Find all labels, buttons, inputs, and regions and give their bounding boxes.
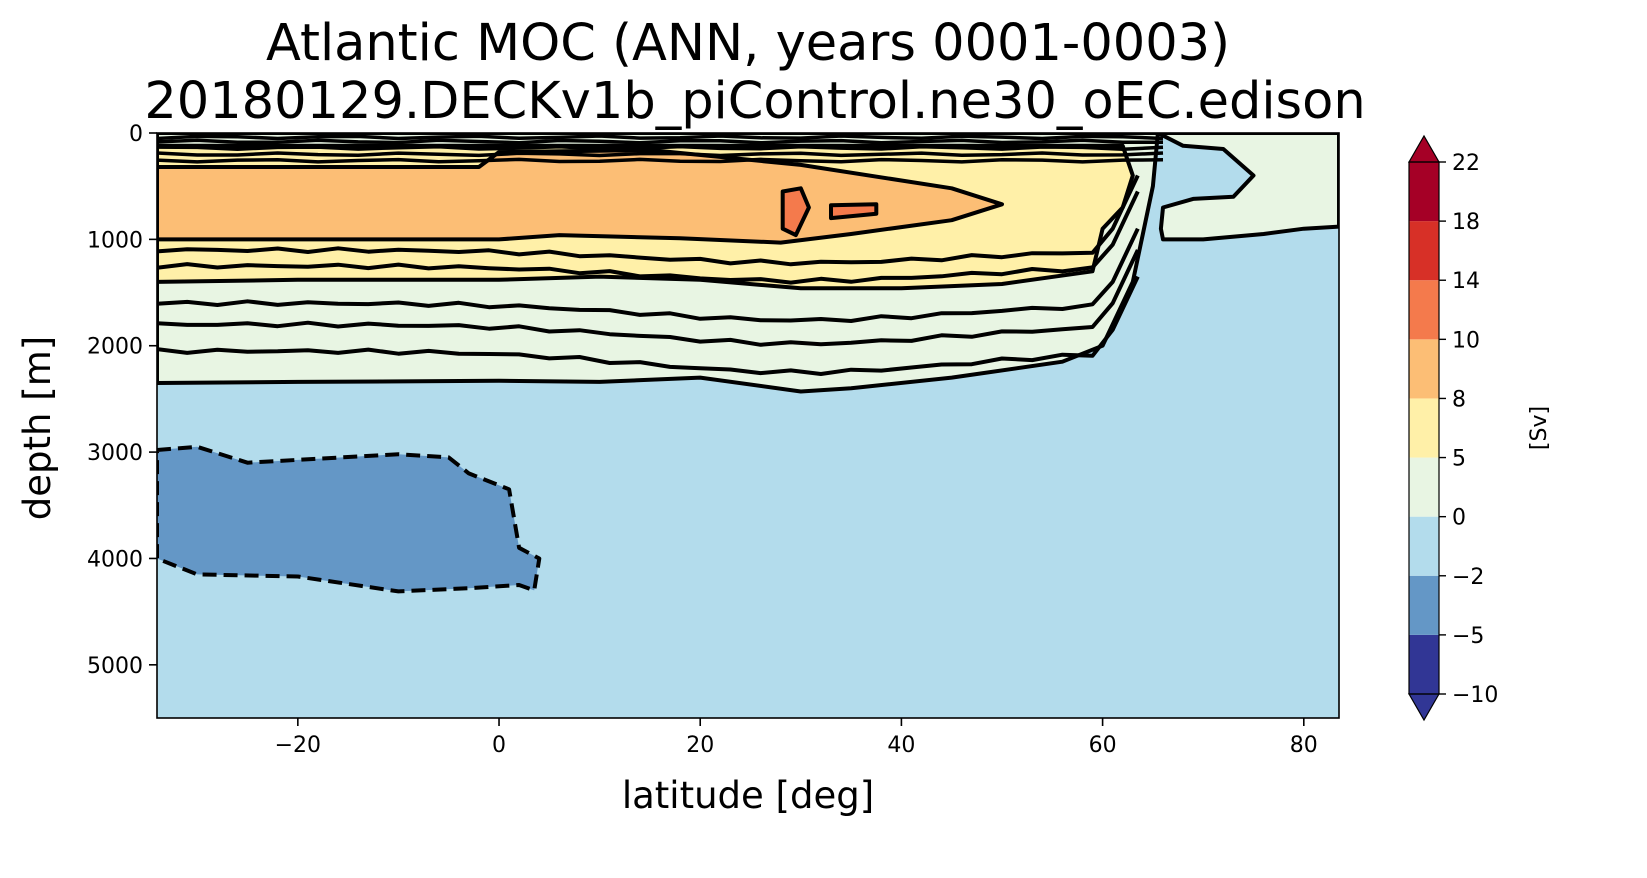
colorbar-segment xyxy=(1409,634,1439,694)
contour-line-positive-cell-5-8 xyxy=(157,143,1135,291)
x-tick-label: −20 xyxy=(275,733,321,758)
colorbar-label: [Sv] xyxy=(1527,406,1552,450)
chart-title: Atlantic MOC (ANN, years 0001-0003) xyxy=(266,14,1230,73)
y-tick-label: 1000 xyxy=(87,228,143,253)
colorbar-tick-label: 5 xyxy=(1452,447,1466,472)
streamline-2 xyxy=(157,190,1140,285)
colorbar: −10 −5 −2 0 5 8 10 14 18 22 xyxy=(1407,134,1498,722)
y-tick-label: 0 xyxy=(129,122,143,147)
plot-frame xyxy=(156,132,1340,719)
y-tick-label: 5000 xyxy=(87,654,143,679)
surface-contour-5 xyxy=(157,157,1164,164)
colorbar-segment xyxy=(1409,398,1439,458)
x-tick-label: 20 xyxy=(686,733,714,758)
colorbar-extend-min xyxy=(1407,693,1441,722)
contour-region-positive-cell-10-14-a xyxy=(782,188,809,236)
y-axis: 0 1000 2000 3000 4000 5000 xyxy=(87,122,157,679)
colorbar-segment xyxy=(1409,339,1439,399)
surface-contour-1 xyxy=(157,134,1164,141)
surface-contour-3 xyxy=(157,144,1164,151)
colorbar-tick-label: −10 xyxy=(1452,683,1498,708)
colorbar-segment xyxy=(1409,457,1439,517)
colorbar-tick-label: 0 xyxy=(1452,506,1466,531)
streamline-1 xyxy=(157,174,1140,267)
contour-line-negative-cell-abyssal xyxy=(157,444,542,594)
contour-line-positive-cell-8-10 xyxy=(157,148,1004,245)
x-tick-label: 60 xyxy=(1089,733,1117,758)
contour-line-positive-cell-10-14-b xyxy=(829,202,879,221)
surface-contour-2 xyxy=(157,138,1163,145)
colorbar-tick-label: 8 xyxy=(1452,387,1466,412)
colorbar-tick-label: 10 xyxy=(1452,328,1480,353)
colorbar-tick-label: 14 xyxy=(1452,269,1480,294)
colorbar-segment xyxy=(1409,221,1439,281)
colorbar-tick-label: −5 xyxy=(1452,624,1484,649)
streamline-5 xyxy=(157,275,1140,376)
streamline-3 xyxy=(157,227,1140,323)
x-axis-label: latitude [deg] xyxy=(622,774,874,817)
colorbar-segment xyxy=(1409,162,1439,222)
colorbar-segment xyxy=(1409,575,1439,635)
colorbar-frame xyxy=(1408,161,1440,695)
colorbar-segment xyxy=(1409,516,1439,576)
y-axis-label: depth [m] xyxy=(16,336,59,520)
plot-area xyxy=(156,132,1340,719)
chart-subtitle: 20180129.DECKv1b_piControl.ne30_oEC.edis… xyxy=(144,72,1365,131)
streamline-4 xyxy=(157,249,1140,347)
contour-region-negative-cell-abyssal xyxy=(157,446,540,592)
x-tick-label: 0 xyxy=(492,733,506,758)
colorbar-segment xyxy=(1409,280,1439,340)
colorbar-tick-label: 22 xyxy=(1452,151,1480,176)
contour-line-positive-cell-0-5 xyxy=(157,133,1339,394)
surface-contour-4 xyxy=(157,151,1164,158)
contour-line-positive-cell-10-14-a xyxy=(780,186,811,238)
y-tick-label: 3000 xyxy=(87,441,143,466)
colorbar-extend-max xyxy=(1407,134,1441,163)
y-tick-label: 4000 xyxy=(87,547,143,572)
y-tick-label: 2000 xyxy=(87,335,143,360)
x-axis: −20 0 20 40 60 80 xyxy=(275,718,1318,758)
colorbar-tick-label: 18 xyxy=(1452,210,1480,235)
x-tick-label: 80 xyxy=(1290,733,1318,758)
x-tick-label: 40 xyxy=(887,733,915,758)
colorbar-tick-label: −2 xyxy=(1452,565,1484,590)
contour-lines xyxy=(157,133,1339,594)
